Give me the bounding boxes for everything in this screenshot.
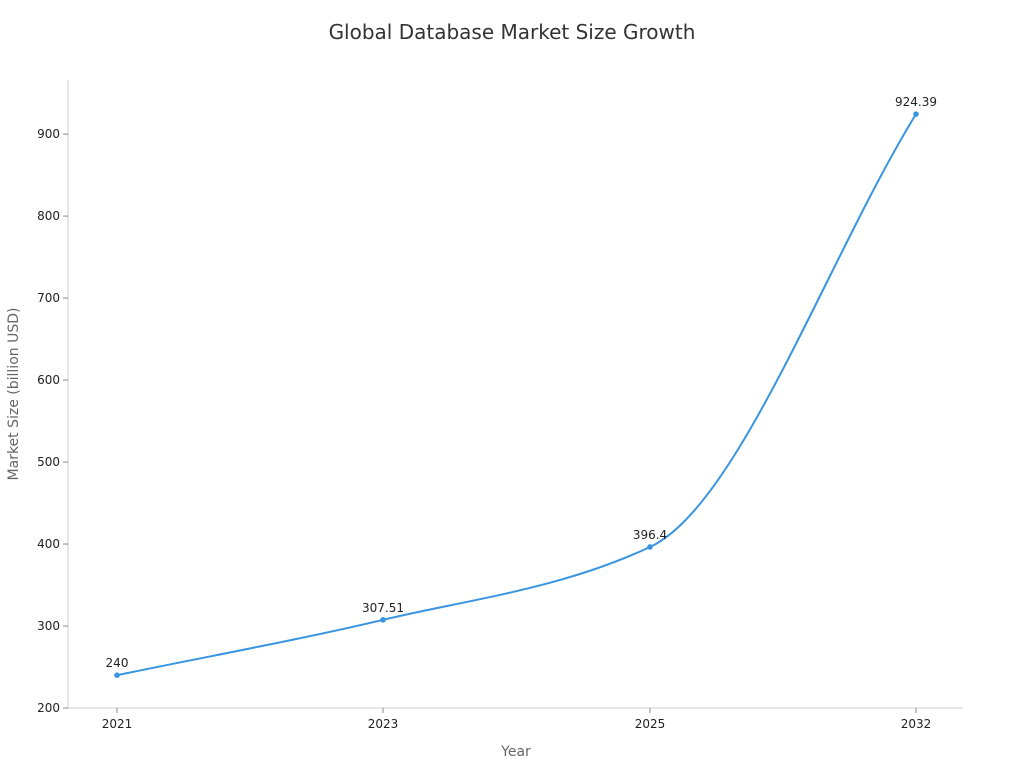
data-label: 307.51 [362, 601, 404, 615]
x-tick-label: 2025 [635, 717, 666, 731]
y-tick-label: 300 [37, 619, 60, 633]
x-tick-label: 2032 [901, 717, 932, 731]
data-label: 924.39 [895, 95, 937, 109]
data-label: 396.4 [633, 528, 667, 542]
y-axis-title: Market Size (billion USD) [6, 308, 22, 481]
x-axis-ticks: 2021 2023 2025 2032 [102, 708, 932, 731]
chart-title: Global Database Market Size Growth [328, 20, 696, 44]
x-tick-label: 2023 [368, 717, 399, 731]
x-tick-label: 2021 [102, 717, 133, 731]
data-labels: 240 307.51 396.4 924.39 [106, 95, 937, 670]
y-tick-label: 400 [37, 537, 60, 551]
data-point [380, 617, 386, 623]
y-tick-label: 800 [37, 209, 60, 223]
y-tick-label: 700 [37, 291, 60, 305]
y-tick-label: 600 [37, 373, 60, 387]
y-tick-label: 200 [37, 701, 60, 715]
data-point [647, 544, 653, 550]
x-axis-title: Year [500, 744, 531, 760]
data-label: 240 [106, 656, 129, 670]
y-tick-label: 900 [37, 127, 60, 141]
y-axis-ticks: 200 300 400 500 600 700 800 900 [37, 127, 68, 715]
y-tick-label: 500 [37, 455, 60, 469]
data-point [913, 111, 919, 117]
series-line [116, 113, 917, 677]
series-layer [114, 111, 919, 679]
axes [67, 80, 963, 709]
data-point [114, 672, 120, 679]
